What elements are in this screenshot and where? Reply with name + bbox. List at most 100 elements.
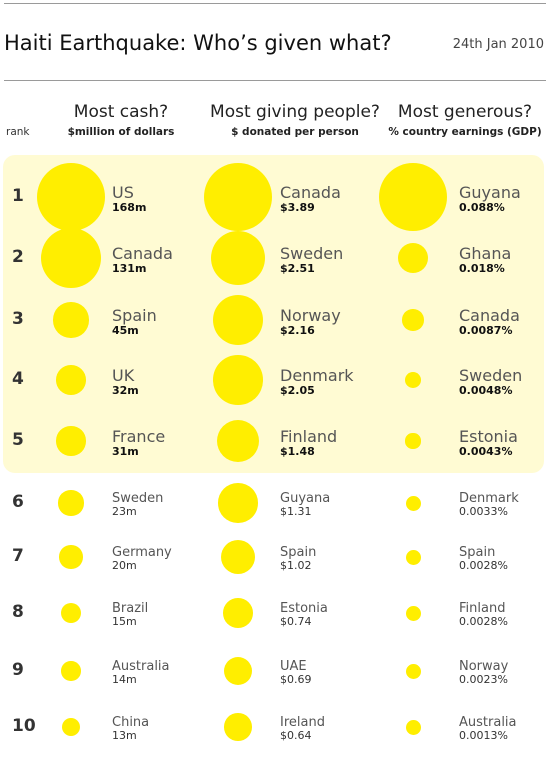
top-rule bbox=[4, 3, 546, 4]
bubble-gdp bbox=[402, 309, 424, 331]
value-label: 0.0013% bbox=[459, 729, 508, 742]
value-label: 0.0043% bbox=[459, 445, 513, 458]
bubble-gdp bbox=[405, 605, 421, 621]
col-heading-cash: Most cash? bbox=[73, 102, 169, 122]
value-label: $2.16 bbox=[280, 324, 315, 337]
value-label: 20m bbox=[112, 559, 137, 572]
country-label: UAE bbox=[280, 659, 307, 674]
value-label: 0.0028% bbox=[459, 615, 508, 628]
bubble-gdp bbox=[405, 663, 421, 679]
rank-number: 2 bbox=[12, 247, 24, 267]
rank-label: rank bbox=[6, 126, 30, 138]
rank-number: 3 bbox=[12, 309, 24, 329]
country-label: Guyana bbox=[459, 183, 521, 202]
rank-number: 7 bbox=[12, 546, 24, 566]
value-label: 14m bbox=[112, 673, 137, 686]
rank-number: 5 bbox=[12, 430, 24, 450]
rank-number: 4 bbox=[12, 369, 24, 389]
chart-date: 24th Jan 2010 bbox=[452, 37, 544, 52]
rank-number: 10 bbox=[12, 716, 36, 736]
bubble-cash bbox=[59, 545, 83, 569]
value-label: $1.02 bbox=[280, 559, 312, 572]
value-label: $3.89 bbox=[280, 201, 315, 214]
bubble-gdp bbox=[405, 549, 421, 565]
bubble-per-person bbox=[218, 483, 258, 523]
bubble-per-person bbox=[213, 355, 263, 405]
value-label: $1.48 bbox=[280, 445, 315, 458]
country-label: Spain bbox=[280, 545, 317, 560]
country-label: US bbox=[112, 183, 134, 202]
country-label: France bbox=[112, 427, 166, 446]
bubble-gdp bbox=[397, 242, 429, 274]
country-label: Guyana bbox=[280, 491, 331, 506]
value-label: 0.088% bbox=[459, 201, 505, 214]
country-label: Germany bbox=[112, 545, 172, 560]
bubble-cash bbox=[56, 365, 86, 395]
bubble-per-person bbox=[210, 230, 266, 286]
value-label: 0.0023% bbox=[459, 673, 508, 686]
bubble-gdp bbox=[405, 433, 421, 449]
col-heading-gdp: Most generous? bbox=[397, 102, 533, 122]
country-label: Canada bbox=[280, 183, 341, 202]
header-rule bbox=[4, 80, 546, 81]
rank-number: 6 bbox=[12, 492, 24, 512]
country-label: UK bbox=[112, 366, 135, 385]
country-label: Canada bbox=[112, 244, 173, 263]
col-subheading-per-person: $ donated per person bbox=[231, 126, 359, 138]
bubble-cash bbox=[37, 163, 105, 231]
value-label: 0.0048% bbox=[459, 384, 513, 397]
country-label: Australia bbox=[459, 715, 517, 730]
country-label: Norway bbox=[459, 659, 509, 674]
value-label: $0.64 bbox=[280, 729, 312, 742]
value-label: 0.0033% bbox=[459, 505, 508, 518]
country-label: Denmark bbox=[280, 366, 354, 385]
country-label: Sweden bbox=[280, 244, 344, 263]
bubble-per-person bbox=[220, 539, 256, 575]
value-label: 15m bbox=[112, 615, 137, 628]
value-label: 131m bbox=[112, 262, 147, 275]
col-subheading-cash: $million of dollars bbox=[67, 126, 175, 138]
value-label: 31m bbox=[112, 445, 139, 458]
country-label: Estonia bbox=[459, 427, 518, 446]
country-label: Australia bbox=[112, 659, 170, 674]
bubble-gdp bbox=[405, 719, 421, 735]
country-label: Denmark bbox=[459, 491, 519, 506]
value-label: 13m bbox=[112, 729, 137, 742]
value-label: $1.31 bbox=[280, 505, 312, 518]
country-label: Norway bbox=[280, 306, 341, 325]
country-label: Canada bbox=[459, 306, 520, 325]
value-label: 23m bbox=[112, 505, 137, 518]
country-label: Brazil bbox=[112, 601, 149, 616]
value-label: 0.018% bbox=[459, 262, 505, 275]
value-label: $2.51 bbox=[280, 262, 315, 275]
value-label: 0.0087% bbox=[459, 324, 513, 337]
country-label: Spain bbox=[459, 545, 496, 560]
country-label: China bbox=[112, 715, 150, 730]
bubble-per-person bbox=[217, 420, 259, 462]
rank-number: 1 bbox=[12, 186, 24, 206]
rank-number: 8 bbox=[12, 602, 24, 622]
country-label: Spain bbox=[112, 306, 157, 325]
bubble-cash bbox=[61, 717, 81, 737]
value-label: 32m bbox=[112, 384, 139, 397]
country-label: Finland bbox=[280, 427, 338, 446]
bubble-cash bbox=[56, 426, 86, 456]
bubble-cash bbox=[40, 227, 101, 288]
bubble-gdp bbox=[405, 372, 421, 388]
country-label: Sweden bbox=[112, 491, 164, 506]
value-label: 45m bbox=[112, 324, 139, 337]
value-label: 168m bbox=[112, 201, 147, 214]
value-label: $2.05 bbox=[280, 384, 315, 397]
country-label: Finland bbox=[459, 601, 506, 616]
bubble-cash bbox=[58, 490, 84, 516]
bubble-per-person bbox=[204, 163, 272, 231]
country-label: Ghana bbox=[459, 244, 512, 263]
col-subheading-gdp: % country earnings (GDP) bbox=[388, 126, 542, 138]
country-label: Sweden bbox=[459, 366, 523, 385]
bubble-per-person bbox=[223, 598, 253, 628]
bubble-cash bbox=[61, 661, 81, 681]
bubble-cash bbox=[53, 302, 89, 338]
country-label: Ireland bbox=[280, 715, 325, 730]
rank-number: 9 bbox=[12, 660, 24, 680]
chart-title: Haiti Earthquake: Who’s given what? bbox=[4, 31, 392, 55]
